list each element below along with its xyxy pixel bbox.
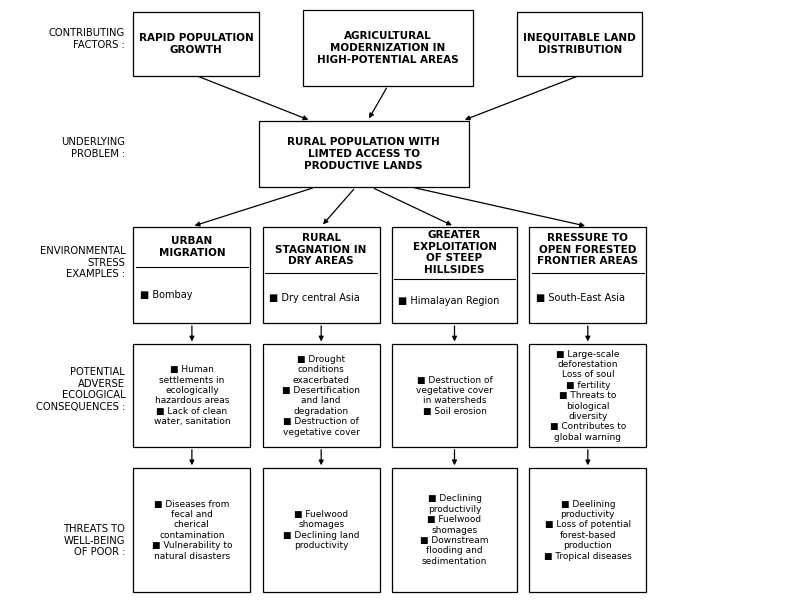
Bar (133, 344, 250, 447)
Bar (529, 226, 646, 323)
Text: RRESSURE TO
OPEN FORESTED
FRONTIER AREAS: RRESSURE TO OPEN FORESTED FRONTIER AREAS (537, 233, 638, 266)
Text: ■ Declining
productivily
■ Fuelwood
shomages
■ Downstream
flooding and
sedimenta: ■ Declining productivily ■ Fuelwood shom… (420, 494, 489, 566)
Bar (392, 468, 517, 592)
Bar (517, 12, 642, 76)
Bar (133, 468, 250, 592)
Text: RURAL
STAGNATION IN
DRY AREAS: RURAL STAGNATION IN DRY AREAS (276, 233, 367, 266)
Text: RAPID POPULATION
GROWTH: RAPID POPULATION GROWTH (138, 33, 254, 54)
Text: ■ Fuelwood
shomages
■ Declining land
productivity: ■ Fuelwood shomages ■ Declining land pro… (283, 510, 360, 550)
Text: ■ South-East Asia: ■ South-East Asia (536, 293, 625, 303)
Text: POTENTIAL
ADVERSE
ECOLOGICAL
CONSEQUENCES :: POTENTIAL ADVERSE ECOLOGICAL CONSEQUENCE… (36, 367, 125, 412)
Text: ■ Dry central Asia: ■ Dry central Asia (269, 293, 360, 303)
Text: ■ Destruction of
vegetative cover
in watersheds
■ Soil erosion: ■ Destruction of vegetative cover in wat… (416, 376, 493, 416)
Text: ■ Deelining
productivity
■ Loss of potential
forest-based
production
■ Tropical : ■ Deelining productivity ■ Loss of poten… (544, 500, 632, 561)
Bar (263, 344, 380, 447)
Text: ■ Human
settlements in
ecologically
hazardous areas
■ Lack of clean
water, sanit: ■ Human settlements in ecologically haza… (154, 365, 230, 426)
Bar (263, 226, 380, 323)
Text: CONTRIBUTING
FACTORS :: CONTRIBUTING FACTORS : (49, 28, 125, 50)
Bar (392, 344, 517, 447)
Text: INEQUITABLE LAND
DISTRIBUTION: INEQUITABLE LAND DISTRIBUTION (524, 33, 636, 54)
Text: URBAN
MIGRATION: URBAN MIGRATION (158, 236, 225, 257)
Bar (529, 468, 646, 592)
Text: RURAL POPULATION WITH
LIMTED ACCESS TO
PRODUCTIVE LANDS: RURAL POPULATION WITH LIMTED ACCESS TO P… (287, 138, 440, 170)
Bar (133, 226, 250, 323)
Bar (133, 12, 259, 76)
Bar (303, 10, 473, 86)
Text: ENVIRONMENTAL
STRESS
EXAMPLES :: ENVIRONMENTAL STRESS EXAMPLES : (40, 246, 125, 279)
Text: ■ Large-scale
deforestation
Loss of soul
■ fertility
■ Threats to
biological
div: ■ Large-scale deforestation Loss of soul… (549, 350, 626, 442)
Bar (259, 121, 469, 187)
Bar (392, 226, 517, 323)
Text: ■ Himalayan Region: ■ Himalayan Region (398, 296, 499, 306)
Bar (263, 468, 380, 592)
Text: UNDERLYING
PROBLEM :: UNDERLYING PROBLEM : (61, 137, 125, 159)
Text: GREATER
EXPLOITATION
OF STEEP
HILLSIDES: GREATER EXPLOITATION OF STEEP HILLSIDES (413, 230, 496, 275)
Text: AGRICULTURAL
MODERNIZATION IN
HIGH-POTENTIAL AREAS: AGRICULTURAL MODERNIZATION IN HIGH-POTEN… (317, 31, 459, 65)
Text: ■ Diseases from
fecal and
cherical
contamination
■ Vulnerability to
natural disa: ■ Diseases from fecal and cherical conta… (152, 500, 232, 561)
Text: THREATS TO
WELL-BEING
OF POOR :: THREATS TO WELL-BEING OF POOR : (63, 524, 125, 557)
Text: ■ Drought
conditions
exacerbated
■ Desertification
and land
degradation
■ Destru: ■ Drought conditions exacerbated ■ Deser… (282, 355, 360, 437)
Text: ■ Bombay: ■ Bombay (140, 290, 192, 300)
Bar (529, 344, 646, 447)
